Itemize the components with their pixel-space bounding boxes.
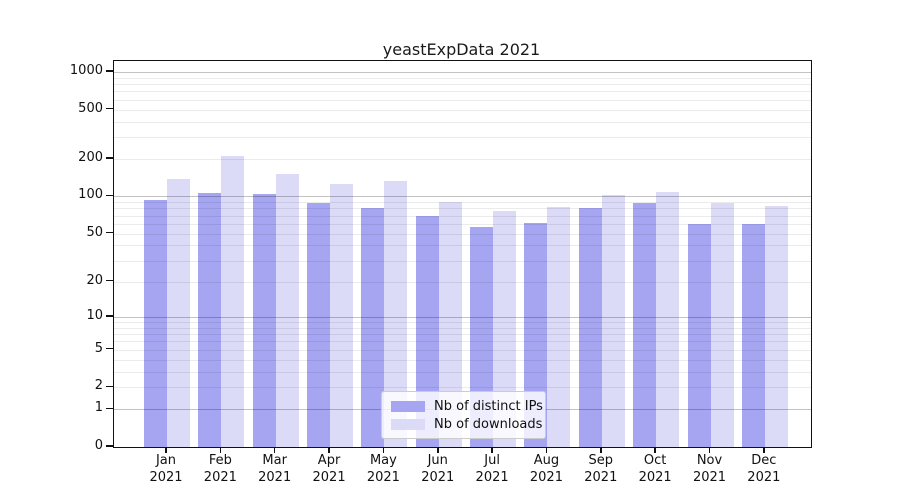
bar-downloads bbox=[547, 207, 571, 447]
x-tick-mark bbox=[382, 447, 385, 453]
y-tick-label: 0 bbox=[94, 438, 103, 453]
y-tick-label: 10 bbox=[86, 307, 103, 323]
bar-downloads bbox=[275, 173, 299, 447]
y-tick-label: 200 bbox=[78, 150, 103, 166]
x-tick-mark bbox=[219, 447, 222, 453]
bar-downloads bbox=[384, 180, 408, 447]
bar-distinct-ips bbox=[307, 203, 331, 447]
bar-downloads bbox=[710, 202, 734, 447]
bar-downloads bbox=[601, 195, 625, 447]
x-tick-label: Feb 2021 bbox=[203, 453, 237, 485]
x-tick-label: Nov 2021 bbox=[692, 453, 727, 485]
bar-distinct-ips bbox=[741, 223, 765, 447]
x-tick-label: Jun 2021 bbox=[421, 453, 455, 485]
x-tick-mark bbox=[437, 447, 439, 453]
x-tick-label: Oct 2021 bbox=[638, 453, 672, 485]
bar-distinct-ips bbox=[198, 192, 222, 447]
x-tick-label: Dec 2021 bbox=[747, 453, 781, 485]
bar-layer bbox=[114, 61, 811, 447]
y-tick-mark bbox=[106, 70, 113, 72]
y-tick-mark bbox=[106, 445, 113, 447]
y-tick-mark bbox=[106, 347, 113, 350]
bar-distinct-ips bbox=[361, 208, 385, 447]
x-tick-mark bbox=[600, 447, 602, 453]
legend-label-downloads: Nb of downloads bbox=[434, 416, 543, 432]
y-tick-label: 1 bbox=[94, 400, 103, 416]
bar-downloads bbox=[221, 155, 245, 447]
bar-distinct-ips bbox=[144, 199, 167, 447]
bar-distinct-ips bbox=[578, 208, 602, 447]
x-tick-label: Jul 2021 bbox=[475, 453, 509, 485]
bar-downloads bbox=[167, 178, 190, 447]
bar-distinct-ips bbox=[415, 216, 439, 447]
y-tick-mark bbox=[106, 107, 113, 110]
x-tick-label: Mar 2021 bbox=[258, 453, 292, 485]
x-tick-label: Sep 2021 bbox=[584, 453, 618, 485]
y-tick-label: 500 bbox=[78, 100, 103, 116]
x-tick-label: Jan 2021 bbox=[149, 453, 183, 485]
chart-title: yeastExpData 2021 bbox=[382, 40, 541, 59]
legend-swatch-distinct-ips bbox=[391, 400, 425, 412]
x-tick-mark bbox=[273, 447, 276, 453]
bar-downloads bbox=[764, 206, 788, 447]
plot-area bbox=[113, 60, 812, 448]
x-tick-mark bbox=[654, 447, 656, 453]
x-tick-label: May 2021 bbox=[366, 453, 400, 485]
y-tick-label: 2 bbox=[94, 378, 103, 394]
y-tick-label: 20 bbox=[86, 272, 103, 288]
y-tick-label: 50 bbox=[86, 224, 103, 240]
y-tick-mark bbox=[106, 385, 113, 388]
x-tick-mark bbox=[165, 447, 167, 453]
bar-distinct-ips bbox=[633, 203, 657, 447]
bar-downloads bbox=[438, 201, 462, 447]
x-tick-mark bbox=[545, 447, 548, 453]
bar-distinct-ips bbox=[524, 222, 548, 447]
y-tick-mark bbox=[106, 315, 113, 317]
y-tick-mark bbox=[106, 407, 113, 410]
y-tick-mark bbox=[106, 157, 113, 159]
x-tick-label: Apr 2021 bbox=[312, 453, 346, 485]
bar-distinct-ips bbox=[252, 193, 276, 447]
legend-item-downloads: Nb of downloads bbox=[391, 415, 542, 433]
x-tick-label: Aug 2021 bbox=[529, 453, 563, 485]
bar-downloads bbox=[656, 192, 680, 447]
x-tick-mark bbox=[491, 447, 493, 453]
x-tick-mark bbox=[708, 447, 711, 453]
y-tick-mark bbox=[106, 231, 113, 234]
y-tick-mark bbox=[106, 194, 113, 197]
legend-item-distinct-ips: Nb of distinct IPs bbox=[391, 397, 543, 415]
legend: Nb of distinct IPs Nb of downloads bbox=[381, 391, 546, 439]
y-tick-label: 1000 bbox=[69, 62, 103, 78]
y-tick-mark bbox=[106, 279, 113, 282]
y-tick-label: 5 bbox=[94, 340, 103, 356]
x-tick-mark bbox=[328, 447, 330, 453]
bar-downloads bbox=[330, 183, 354, 447]
legend-label-distinct-ips: Nb of distinct IPs bbox=[434, 398, 543, 414]
bar-downloads bbox=[493, 211, 517, 447]
x-tick-mark bbox=[763, 447, 765, 453]
bar-distinct-ips bbox=[687, 223, 711, 447]
y-tick-label: 100 bbox=[78, 187, 103, 203]
legend-swatch-downloads bbox=[391, 418, 425, 430]
